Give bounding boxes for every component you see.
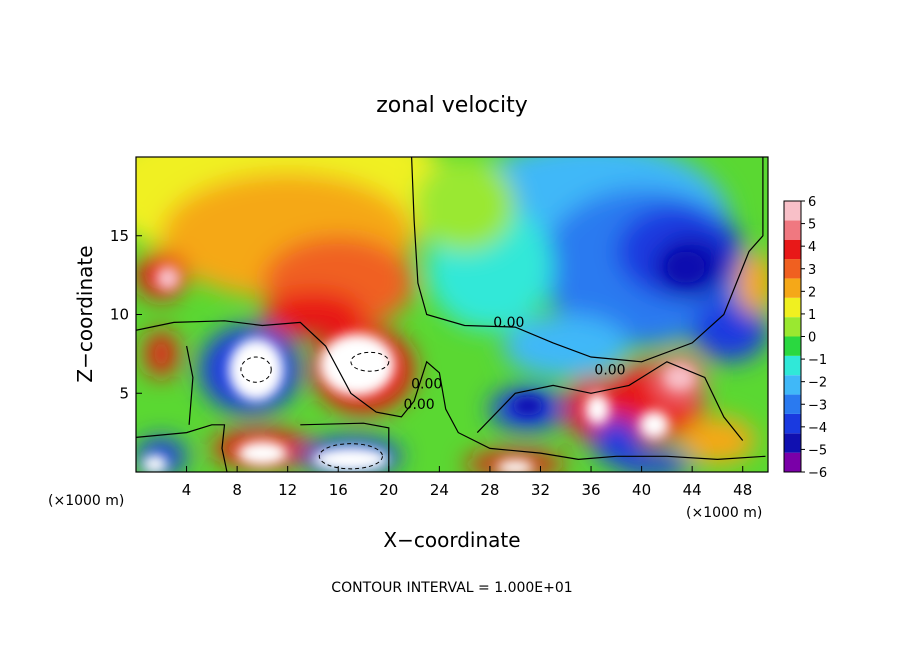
- x-axis: 4 8 12 16 20 24 28 32 36 40 44 48: [182, 466, 752, 499]
- field-extreme: [154, 265, 181, 291]
- contour-interval-footer: CONTOUR INTERVAL = 1.000E+01: [331, 580, 572, 596]
- colorbar-tick-label: −4: [808, 421, 827, 436]
- x-tick-label: 12: [278, 481, 297, 499]
- field-extreme: [639, 410, 670, 439]
- field-region: [736, 251, 768, 315]
- field-region: [616, 451, 693, 472]
- contour-labels: 0.00 0.00 0.00 0.00: [404, 315, 626, 413]
- colorbar-tick-label: −6: [808, 466, 827, 481]
- contour-label: 0.00: [594, 362, 625, 378]
- contour-label: 0.00: [411, 377, 442, 393]
- heatmap-field: [136, 157, 768, 472]
- field-extreme: [496, 459, 535, 472]
- x-tick-label: 40: [632, 481, 651, 499]
- field-extreme: [584, 393, 610, 425]
- colorbar-segment: [784, 201, 801, 221]
- colorbar-tick-label: −3: [808, 398, 827, 413]
- chart-title: zonal velocity: [376, 93, 528, 118]
- field-extreme: [319, 333, 396, 397]
- field-region: [502, 314, 629, 378]
- colorbar-tick-label: 1: [808, 308, 816, 323]
- x-tick-label: 8: [232, 481, 242, 499]
- zero-contour: [186, 345, 194, 425]
- field-region: [414, 157, 516, 252]
- negative-contour: [240, 356, 272, 383]
- y-tick-label: 10: [110, 306, 129, 324]
- x-tick-label: 28: [480, 481, 499, 499]
- negative-contour: [318, 443, 383, 470]
- contour-label: 0.00: [404, 397, 435, 413]
- colorbar-tick-label: 0: [808, 331, 816, 346]
- field-extreme: [666, 251, 705, 283]
- x-tick-label: 20: [379, 481, 398, 499]
- colorbar-segment: [784, 413, 801, 434]
- zero-contour: [476, 361, 744, 441]
- y-axis: 5 10 15: [110, 227, 142, 402]
- colorbar-segment: [784, 317, 801, 337]
- colorbar-tick-label: −5: [808, 443, 827, 458]
- colorbar-segment: [784, 394, 801, 414]
- zero-contour: [136, 424, 228, 472]
- field-region: [262, 290, 364, 339]
- colorbar: 6 5 4 3 2 1 0 −1 −2 −3 −4 −5 −6: [783, 195, 827, 481]
- field-region: [679, 416, 756, 465]
- y-tick-label: 15: [110, 227, 129, 245]
- colorbar-segment: [784, 278, 801, 298]
- colorbar-tick-label: 4: [808, 240, 816, 255]
- x-tick-label: 32: [531, 481, 550, 499]
- field-region: [144, 330, 178, 378]
- x-tick-label: 48: [733, 481, 752, 499]
- colorbar-segment: [784, 259, 801, 279]
- colorbar-segment: [784, 336, 801, 356]
- colorbar-segment: [784, 239, 801, 260]
- y-tick-label: 5: [119, 384, 129, 402]
- field-region: [692, 298, 768, 362]
- colorbar-tick-label: 3: [808, 263, 816, 278]
- x-tick-label: 24: [430, 481, 449, 499]
- colorbar-tick-label: −2: [808, 376, 827, 391]
- x-tick-label: 4: [182, 481, 192, 499]
- colorbar-segment: [784, 297, 801, 318]
- x-tick-label: 36: [581, 481, 600, 499]
- colorbar-segment: [784, 433, 801, 453]
- field-extreme: [142, 454, 168, 472]
- colorbar-tick-label: 5: [808, 218, 816, 233]
- x-unit-right: (×1000 m): [686, 505, 762, 521]
- negative-contour: [350, 351, 390, 372]
- zero-contour: [411, 157, 764, 363]
- zero-contour: [136, 320, 766, 461]
- colorbar-tick-label: 6: [808, 195, 816, 210]
- x-unit-left: (×1000 m): [48, 493, 124, 509]
- colorbar-tick-label: 2: [808, 285, 816, 300]
- field-extreme: [228, 338, 284, 402]
- colorbar-segment: [784, 375, 801, 395]
- x-tick-label: 44: [683, 481, 702, 499]
- zero-contour: [300, 422, 390, 472]
- colorbar-segment: [784, 355, 801, 376]
- x-axis-label: X−coordinate: [383, 528, 520, 552]
- y-axis-label: Z−coordinate: [73, 245, 97, 382]
- field-extreme: [312, 446, 389, 472]
- x-tick-label: 16: [329, 481, 348, 499]
- colorbar-segment: [784, 220, 801, 240]
- field-extreme: [664, 364, 695, 391]
- colorbar-tick-label: −1: [808, 353, 827, 368]
- contour-label: 0.00: [493, 315, 524, 331]
- field-region: [591, 416, 642, 465]
- colorbar-segment: [784, 452, 801, 472]
- field-extreme: [237, 440, 288, 466]
- field-extreme: [512, 396, 544, 416]
